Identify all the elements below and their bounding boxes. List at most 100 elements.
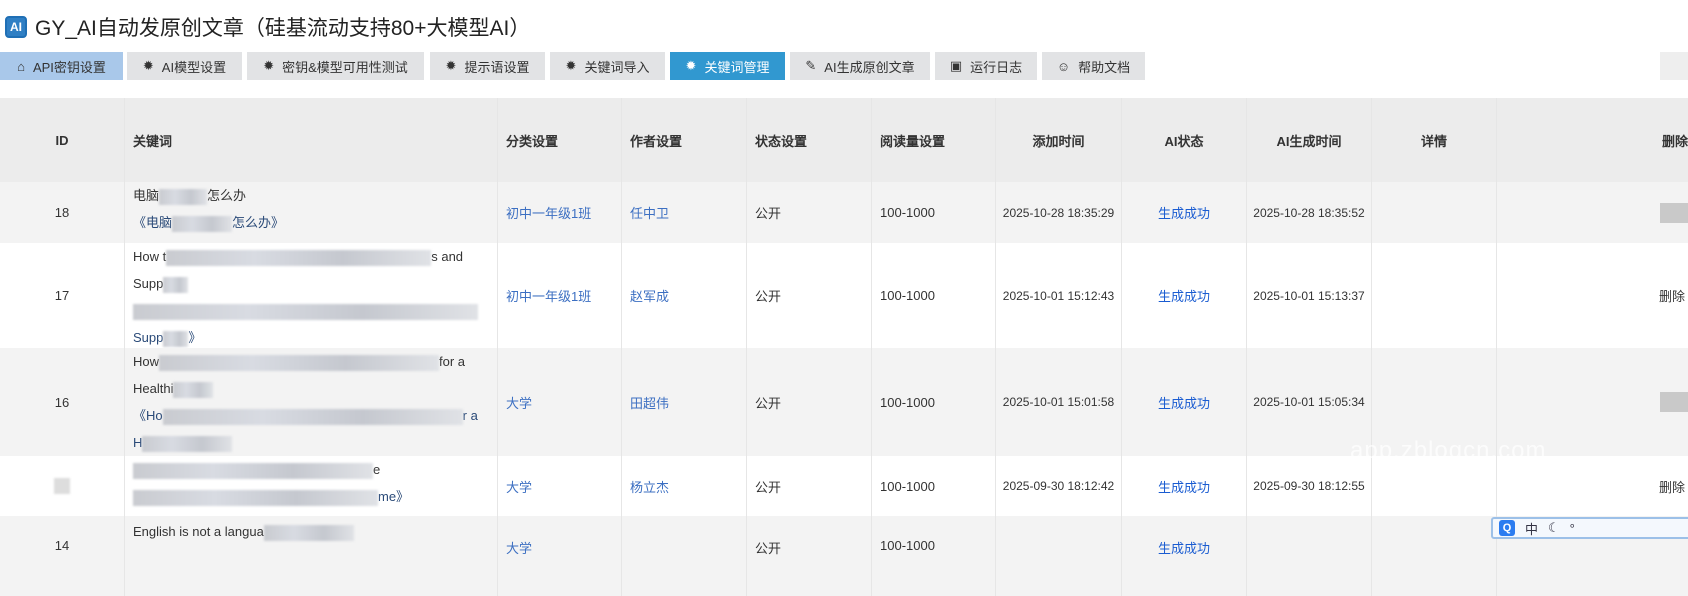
added-time: 2025-09-30 18:12:42 xyxy=(995,456,1121,516)
log-icon: ▣ xyxy=(949,58,963,73)
reads[interactable]: 100-1000 xyxy=(871,243,995,348)
tab-keyword-import[interactable]: ✹ 关键词导入 xyxy=(550,52,665,80)
tab-label: 提示语设置 xyxy=(464,59,530,75)
tab-overflow[interactable] xyxy=(1660,52,1688,80)
delete-button[interactable]: 删除 xyxy=(1496,456,1688,516)
tab-prompt[interactable]: ✹ 提示语设置 xyxy=(430,52,545,80)
col-ai-time: AI生成时间 xyxy=(1246,98,1371,182)
ime-language[interactable]: 中 xyxy=(1525,521,1539,537)
ai-status[interactable]: 生成成功 xyxy=(1121,348,1246,456)
table-row: e me》 大学 杨立杰 公开 100-1000 2025-09-30 18:1… xyxy=(0,456,1688,516)
status[interactable]: 公开 xyxy=(746,243,871,348)
gear-icon: ✹ xyxy=(685,58,697,73)
punctuation-icon[interactable]: ° xyxy=(1569,520,1575,536)
tab-help[interactable]: ☺ 帮助文档 xyxy=(1042,52,1145,80)
status[interactable]: 公开 xyxy=(746,182,871,243)
author[interactable]: 杨立杰 xyxy=(621,456,746,516)
ime-toolbar[interactable]: Q 中 ☾ ° xyxy=(1491,517,1688,539)
category[interactable]: 大学 xyxy=(497,348,621,456)
delete-button[interactable] xyxy=(1496,348,1688,456)
col-ai-status: AI状态 xyxy=(1121,98,1246,182)
gear-icon: ✹ xyxy=(445,58,457,73)
table-header: ID 关键词 分类设置 作者设置 状态设置 阅读量设置 添加时间 AI状态 AI… xyxy=(0,98,1688,182)
status[interactable]: 公开 xyxy=(746,516,871,596)
page-title: GY_AI自动发原创文章（硅基流动支持80+大模型AI） xyxy=(35,17,531,40)
category[interactable]: 初中一年级1班 xyxy=(497,243,621,348)
detail-cell xyxy=(1371,456,1496,516)
tab-label: AI模型设置 xyxy=(161,59,227,75)
author[interactable]: 赵军成 xyxy=(621,243,746,348)
keyword-cell: English is not a langua xyxy=(124,516,497,596)
ai-time: 2025-09-30 18:12:55 xyxy=(1246,456,1371,516)
added-time: 2025-10-28 18:35:29 xyxy=(995,182,1121,243)
keyword-text-end: for a xyxy=(439,354,466,369)
detail-cell xyxy=(1371,516,1496,596)
keyword-text: 电脑 xyxy=(133,188,160,203)
added-time: 2025-10-01 15:12:43 xyxy=(995,243,1121,348)
detail-cell xyxy=(1371,348,1496,456)
col-category: 分类设置 xyxy=(497,98,621,182)
gear-icon: ✹ xyxy=(142,58,154,73)
delete-button[interactable] xyxy=(1496,182,1688,243)
app-title-bar: AI GY_AI自动发原创文章（硅基流动支持80+大模型AI） xyxy=(5,12,530,42)
ai-time: 2025-10-01 15:13:37 xyxy=(1246,243,1371,348)
detail-cell xyxy=(1371,182,1496,243)
author[interactable]: 田超伟 xyxy=(621,348,746,456)
app-logo: AI xyxy=(5,16,27,38)
reads[interactable]: 100-1000 xyxy=(871,456,995,516)
row-id: 17 xyxy=(54,288,70,303)
added-time xyxy=(995,516,1121,596)
tab-label: AI生成原创文章 xyxy=(824,59,915,75)
ai-status[interactable]: 生成成功 xyxy=(1121,243,1246,348)
keyword-text: How xyxy=(133,354,160,369)
col-added: 添加时间 xyxy=(995,98,1121,182)
keyword-text-end: 怎么办 xyxy=(207,188,247,203)
keyword-cell: How for a Healthi 《Ho r a H xyxy=(124,348,497,456)
tab-label: API密钥设置 xyxy=(32,59,106,75)
reads[interactable]: 100-1000 xyxy=(871,348,995,456)
category[interactable]: 初中一年级1班 xyxy=(497,182,621,243)
ai-status[interactable]: 生成成功 xyxy=(1121,516,1246,596)
row-id: 18 xyxy=(54,205,70,220)
author[interactable] xyxy=(621,516,746,596)
keyword-text-2: Supp xyxy=(133,276,164,291)
title-text: 《Ho xyxy=(133,408,163,423)
reads[interactable]: 100-1000 xyxy=(871,516,995,596)
keyword-cell: 电脑 怎么办 《电脑 怎么办》 xyxy=(124,182,497,243)
ai-time: 2025-10-28 18:35:52 xyxy=(1246,182,1371,243)
tab-ai-generate[interactable]: ✎ AI生成原创文章 xyxy=(790,52,930,80)
tab-label: 帮助文档 xyxy=(1078,59,1131,75)
status[interactable]: 公开 xyxy=(746,348,871,456)
ai-time xyxy=(1246,516,1371,596)
title-text: 《电脑 xyxy=(133,215,173,230)
row-id: 16 xyxy=(54,394,70,410)
ai-status[interactable]: 生成成功 xyxy=(1121,182,1246,243)
keyword-text-end: s and xyxy=(431,249,464,264)
delete-button[interactable]: 删除 xyxy=(1496,243,1688,348)
title-text-end: r a xyxy=(462,408,478,423)
delete-button[interactable] xyxy=(1496,516,1688,596)
ai-status[interactable]: 生成成功 xyxy=(1121,456,1246,516)
category[interactable]: 大学 xyxy=(497,456,621,516)
tab-label: 关键词导入 xyxy=(584,59,650,75)
col-detail: 详情 xyxy=(1371,98,1496,182)
tab-keyword-manage[interactable]: ✹ 关键词管理 xyxy=(670,52,785,80)
tab-run-log[interactable]: ▣ 运行日志 xyxy=(935,52,1037,80)
gear-icon: ✹ xyxy=(263,58,275,73)
tab-api-key[interactable]: ⌂ API密钥设置 xyxy=(0,52,123,80)
pen-icon: ✎ xyxy=(805,58,817,73)
row-id xyxy=(0,456,124,516)
title-text: Supp xyxy=(133,330,164,345)
tab-label: 关键词管理 xyxy=(704,59,770,75)
table-row: 16 How for a Healthi 《Ho r a H 大学 田超伟 公开 1… xyxy=(0,348,1688,456)
author[interactable]: 任中卫 xyxy=(621,182,746,243)
reads[interactable]: 100-1000 xyxy=(871,182,995,243)
keyword-cell: e me》 xyxy=(124,456,497,516)
category[interactable]: 大学 xyxy=(497,516,621,596)
tab-key-test[interactable]: ✹ 密钥&模型可用性测试 xyxy=(247,52,424,80)
moon-icon[interactable]: ☾ xyxy=(1548,520,1560,535)
col-status: 状态设置 xyxy=(746,98,871,182)
tab-ai-model[interactable]: ✹ AI模型设置 xyxy=(127,52,242,80)
status[interactable]: 公开 xyxy=(746,456,871,516)
title-text-end: 》 xyxy=(188,330,202,345)
